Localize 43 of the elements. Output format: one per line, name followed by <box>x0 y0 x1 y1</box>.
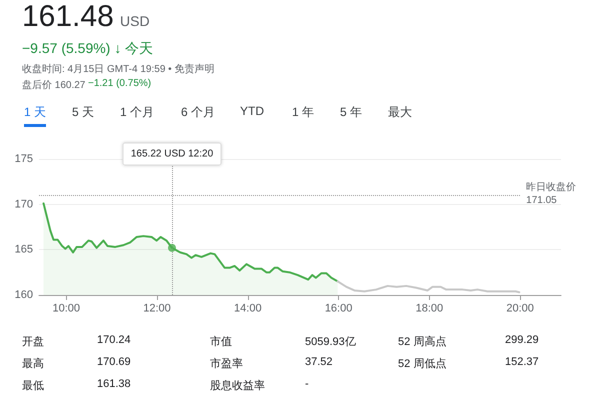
text: - <box>305 378 309 390</box>
y-tick-label: 165 <box>14 244 33 256</box>
line-series <box>336 280 520 294</box>
text: YTD <box>240 104 264 118</box>
text: 52 周高点 <box>398 334 446 349</box>
text: 股息收益率 <box>210 378 265 393</box>
text: 1 天 <box>24 104 46 127</box>
x-tick-label: 20:00 <box>506 302 534 314</box>
annotation: 165.22 USD 12:20 <box>130 148 214 160</box>
x-tick-label: 10:00 <box>52 302 80 314</box>
text: 收盘时间: 4月15日 GMT-4 19:59 • 免责声明 <box>22 62 214 76</box>
text: 1 年 <box>292 104 314 121</box>
text: −9.57 (5.59%) ↓ 今天 <box>22 40 154 58</box>
ref-line-label: 昨日收盘价 171.05 <box>526 180 576 206</box>
text: 299.29 <box>505 334 539 346</box>
text: 5 天 <box>72 104 94 121</box>
text: 市值 <box>210 334 232 349</box>
y-tick-label: 170 <box>14 198 33 210</box>
text: 6 个月 <box>181 104 216 121</box>
text: 开盘 <box>22 335 44 349</box>
x-tick-label: 14:00 <box>234 302 262 314</box>
text: 170.69 <box>97 356 131 368</box>
text: 1 个月 <box>120 104 154 121</box>
text: 52 周低点 <box>398 356 446 371</box>
x-tick-label: 18:00 <box>416 302 444 314</box>
text: 最大 <box>388 104 412 121</box>
text: 最低 <box>22 379 44 393</box>
text: 161.38 <box>97 378 131 390</box>
text: USD <box>120 13 150 29</box>
text: 152.37 <box>505 356 539 368</box>
y-tick-label: 160 <box>14 289 33 301</box>
text: 5 年 <box>340 104 362 121</box>
text: −1.21 (0.75%) <box>88 78 152 89</box>
text: 170.24 <box>97 334 131 346</box>
text: 5059.93亿 <box>305 335 356 349</box>
text: 市盈率 <box>210 356 243 371</box>
x-tick-label: 12:00 <box>143 302 171 314</box>
chart-title: 161.48 <box>22 0 114 34</box>
text: 37.52 <box>305 356 333 368</box>
y-tick-label: 175 <box>14 153 33 165</box>
text: 最高 <box>22 356 44 371</box>
x-tick-label: 16:00 <box>324 302 352 314</box>
text: 盘后价 160.27 <box>22 78 86 92</box>
